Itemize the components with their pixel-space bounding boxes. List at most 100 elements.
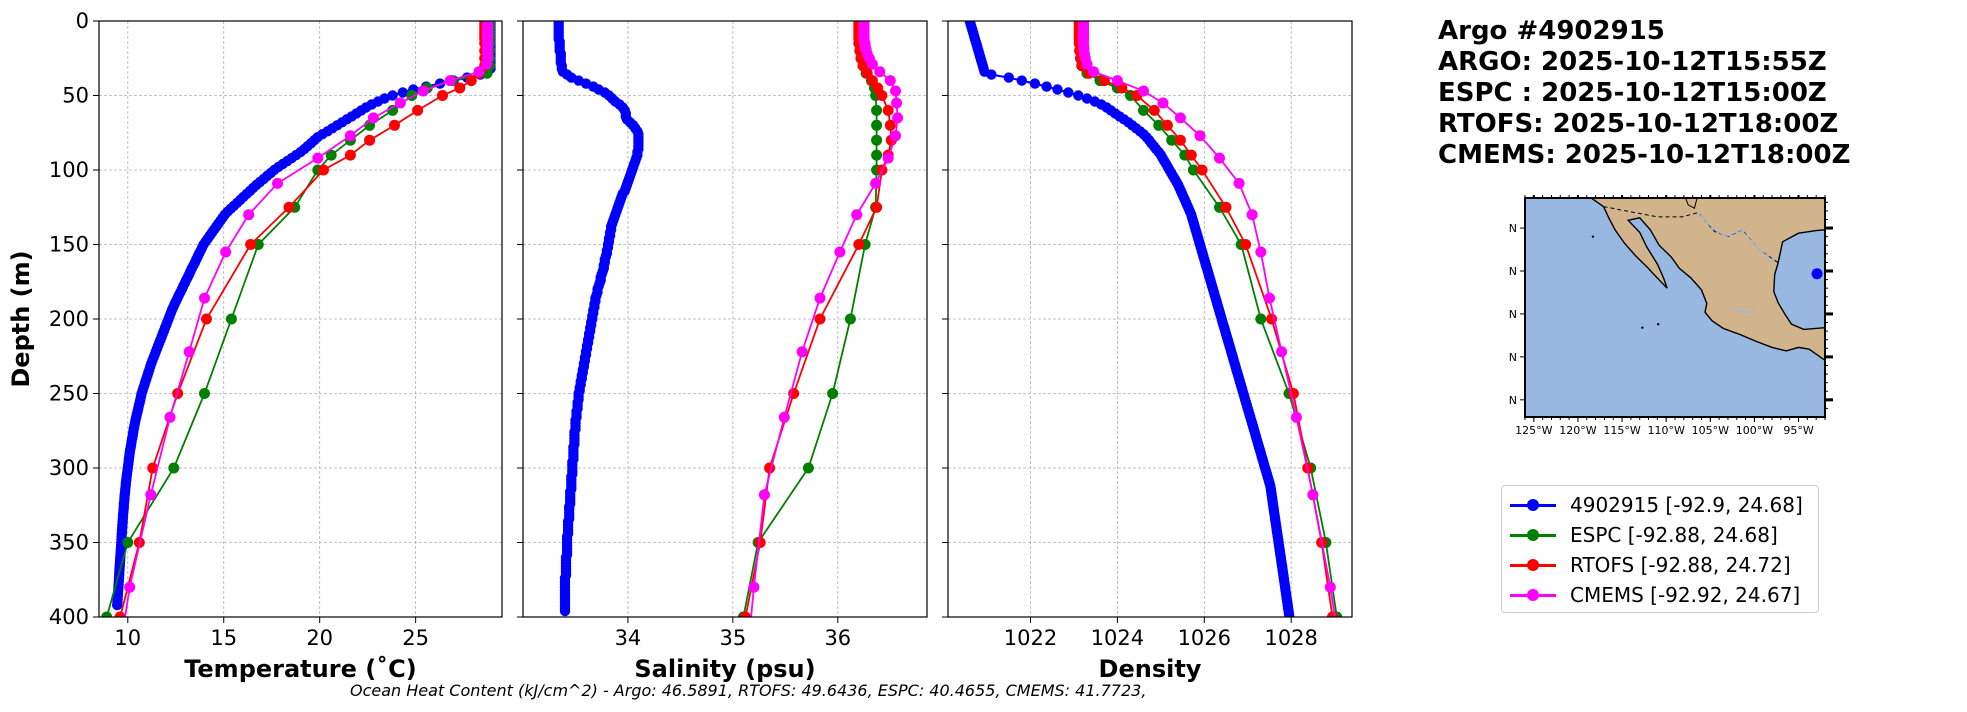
map-land-group [1589, 198, 1825, 362]
island [1591, 235, 1595, 238]
x-tick-label: 1026 [1178, 626, 1231, 650]
rtofs-point [389, 119, 400, 131]
cmems-point [199, 292, 210, 304]
float-info: Argo #4902915 ARGO: 2025-10-12T15:55Z ES… [1438, 16, 1850, 171]
cmems-point [1138, 85, 1149, 97]
argo-point [1029, 78, 1041, 89]
plot-area-temperature [0, 21, 496, 622]
cmems-point [1157, 97, 1169, 109]
espc-point [122, 537, 134, 548]
cmems-time: CMEMS: 2025-10-12T18:00Z [1438, 140, 1851, 170]
cmems-line-temperature [124, 21, 489, 617]
espc-point [871, 104, 883, 116]
float-title: Argo #4902915 [1438, 16, 1665, 46]
argo-point [0, 612, 5, 622]
x-tick-label: 34 [615, 626, 642, 650]
espc-point [844, 313, 856, 325]
cmems-point [1194, 130, 1206, 142]
espc-point [225, 313, 237, 325]
legend-label-espc: ESPC [-92.88, 24.68] [1570, 523, 1778, 547]
argo-point [1063, 87, 1074, 98]
y-tick-label: 150 [49, 233, 89, 257]
map-lon-label: 110°W [1647, 424, 1684, 435]
cmems-point [851, 209, 863, 221]
y-tick-label: 200 [49, 307, 89, 331]
argo-point [1081, 93, 1093, 104]
cmems-point [145, 489, 157, 501]
legend-swatch-rtofs [1510, 558, 1556, 571]
rtofs-point [114, 611, 126, 617]
plot-area-salinity [553, 21, 904, 617]
rtofs-point [871, 201, 883, 213]
rtofs-point [1148, 104, 1160, 116]
cmems-point [1233, 177, 1245, 189]
panel-density: 1022 1024 1026 1028 Density [942, 20, 1353, 704]
espc-time: ESPC : 2025-10-12T15:00Z [1438, 78, 1827, 108]
rtofs-point [876, 90, 888, 101]
argo-point [1284, 611, 1295, 617]
y-tick-label: 100 [49, 158, 89, 182]
cmems-point [870, 177, 882, 189]
map-lon-label: 125°W [1515, 424, 1552, 435]
cmems-point [344, 130, 356, 142]
cmems-point [796, 346, 808, 358]
cmems-point [890, 85, 901, 97]
rtofs-point [1161, 119, 1173, 131]
cmems-point [1246, 209, 1258, 221]
legend-swatch-espc [1510, 528, 1556, 541]
x-tick-label: 1022 [1004, 626, 1057, 650]
rtofs-point [1220, 201, 1232, 213]
map-lat-label: 10°N [1508, 394, 1517, 407]
argo-point [0, 606, 5, 616]
rtofs-point [344, 149, 356, 161]
cmems-point [1088, 66, 1099, 78]
y-tick-label: 300 [49, 456, 89, 480]
rtofs-time: RTOFS: 2025-10-12T18:00Z [1438, 109, 1839, 139]
cmems-point [1324, 581, 1336, 593]
rtofs-point [882, 104, 894, 116]
location-map: 30°N 25°N 20°N 15°N 10°N 125°W 120°W 115°W 110°W… [1508, 195, 1833, 435]
map-lon-label: 105°W [1692, 424, 1729, 435]
rtofs-point [465, 75, 477, 87]
legend-item-cmems: CMEMS [-92.92, 24.67] [1510, 580, 1800, 610]
argo-point [387, 90, 398, 101]
cmems-point [243, 209, 255, 221]
espc-point [325, 149, 337, 161]
x-axis-title-temperature: Temperature (˚C) [184, 655, 417, 683]
rtofs-point [1196, 164, 1208, 176]
map-lat-label: 20°N [1508, 308, 1517, 321]
rtofs-point [318, 164, 329, 176]
x-axis-title-density: Density [1099, 655, 1202, 683]
argo-point [986, 69, 997, 80]
map-lat-label: 30°N [1508, 222, 1517, 235]
cmems-point [220, 246, 232, 258]
argo-point [1052, 84, 1063, 95]
rtofs-point [853, 239, 865, 250]
map-lon-label: 95°W [1783, 424, 1813, 435]
cmems-point [1342, 693, 1353, 704]
cmems-point [1081, 58, 1093, 70]
rtofs-point [1185, 149, 1197, 161]
rtofs-point [364, 134, 376, 146]
espc-point [871, 119, 883, 131]
legend-swatch-cmems [1510, 588, 1556, 601]
cmems-point [778, 411, 790, 423]
cmems-point [473, 66, 485, 78]
rtofs-point [740, 611, 751, 617]
legend: 4902915 [-92.9, 24.68] ESPC [-92.88, 24.… [1501, 485, 1819, 613]
map-lon-label: 120°W [1559, 424, 1596, 435]
rtofs-point [412, 104, 424, 116]
x-tick-label: 35 [720, 626, 747, 650]
cmems-point [444, 75, 456, 87]
cmems-point [1264, 292, 1275, 304]
float-location-marker [1811, 268, 1823, 280]
cmems-point [272, 177, 283, 189]
panel-temperature: 10 15 20 25050100150200250300350400Temperat… [0, 9, 503, 683]
legend-label-argo: 4902915 [-92.9, 24.68] [1570, 493, 1803, 517]
island [1657, 323, 1660, 326]
legend-label-cmems: CMEMS [-92.92, 24.67] [1570, 583, 1801, 607]
argo-point [559, 605, 571, 617]
map-lon-label: 115°W [1603, 424, 1640, 435]
cmems-point [884, 75, 896, 87]
